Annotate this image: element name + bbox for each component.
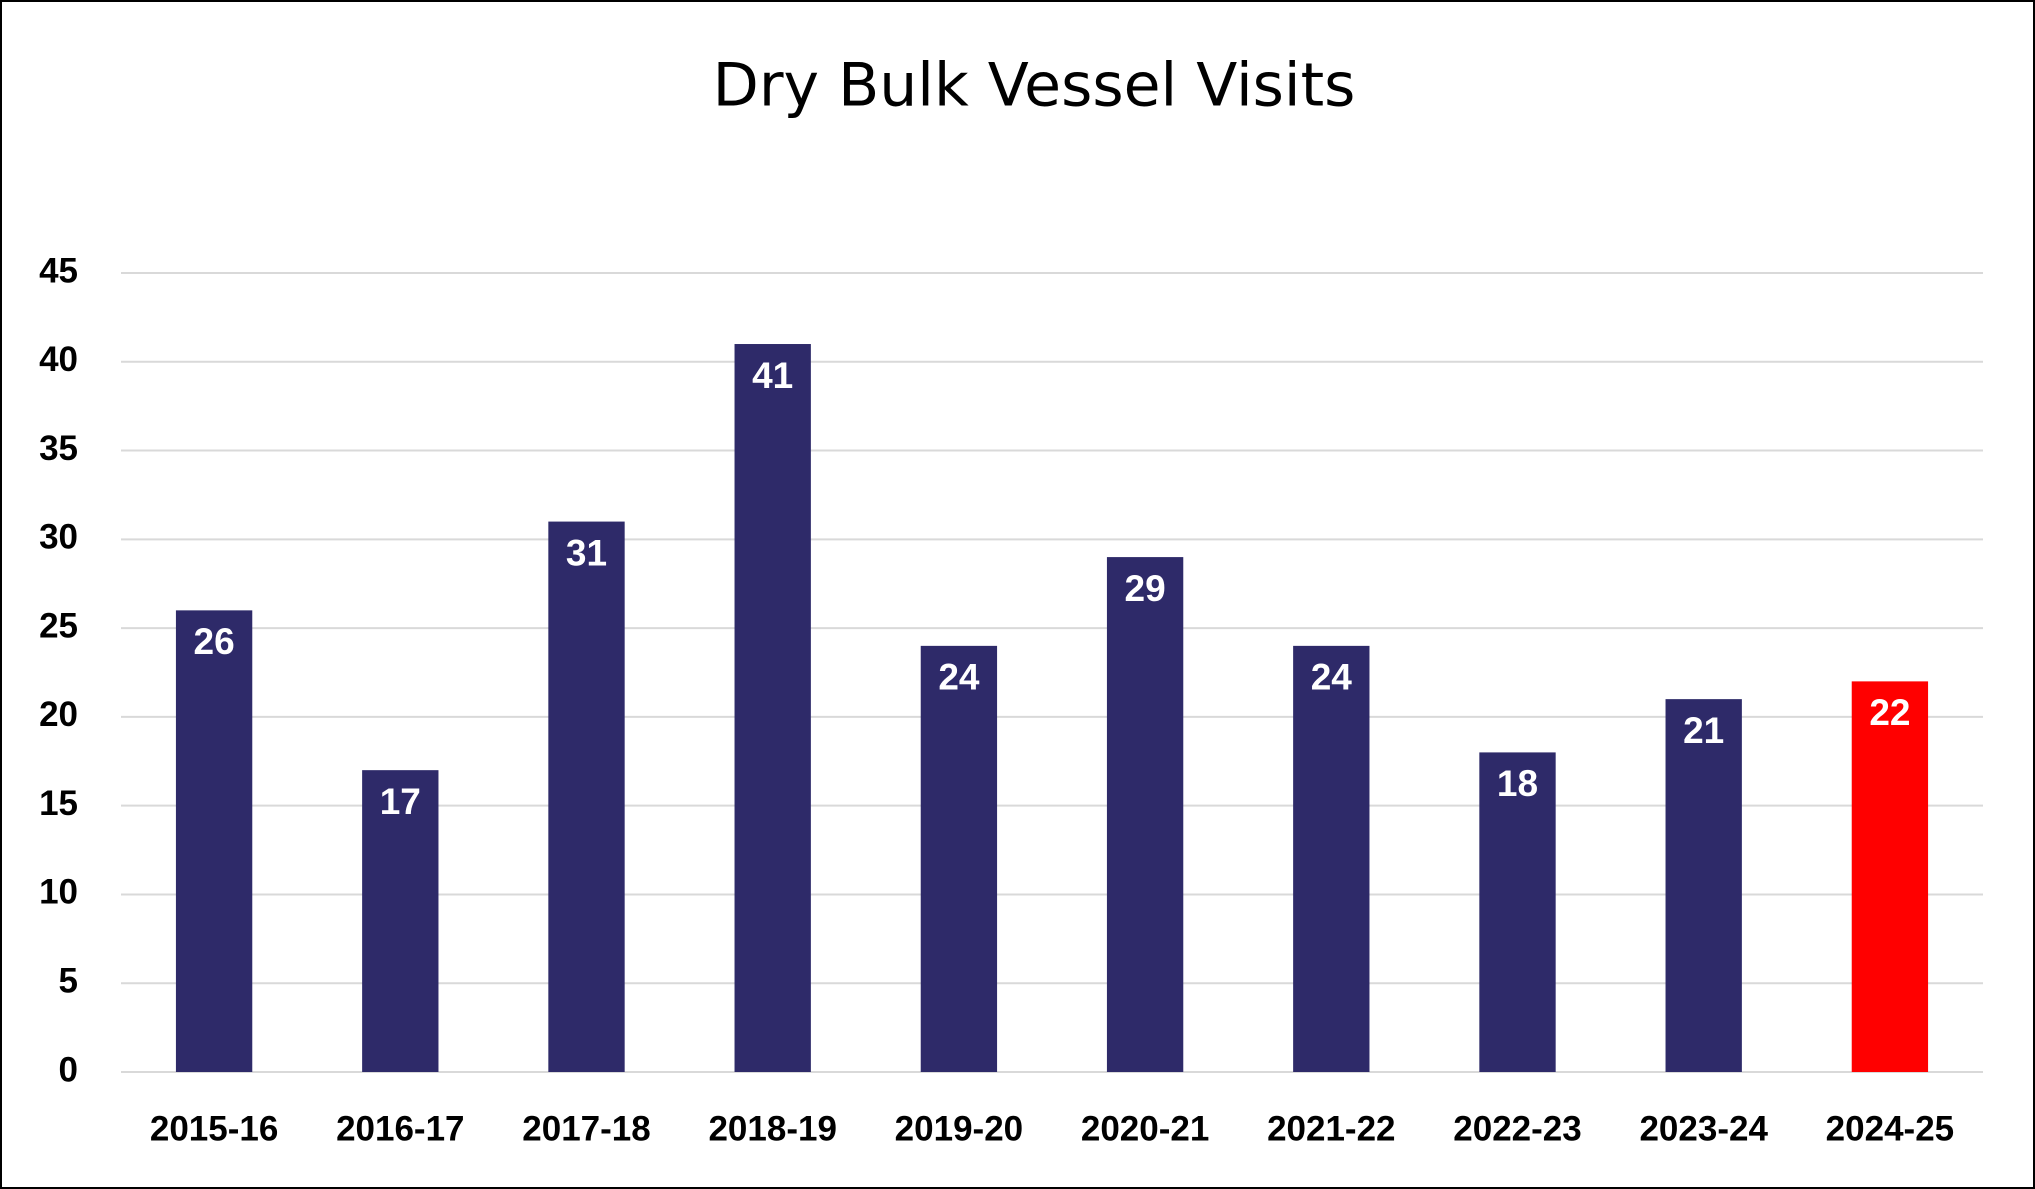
y-tick-label: 35	[39, 429, 78, 468]
bar	[920, 645, 998, 1072]
x-tick-label: 2019-20	[895, 1109, 1023, 1148]
bar	[1851, 681, 1929, 1072]
y-tick-label: 5	[59, 961, 78, 1000]
x-tick-label: 2017-18	[522, 1109, 650, 1148]
x-tick-label: 2018-19	[708, 1109, 836, 1148]
data-label: 21	[1683, 710, 1724, 751]
data-label: 31	[566, 532, 607, 573]
y-tick-label: 15	[39, 784, 78, 823]
bar	[175, 610, 253, 1072]
data-label: 29	[1125, 568, 1166, 609]
bar	[1293, 645, 1370, 1072]
x-tick-label: 2023-24	[1639, 1109, 1768, 1148]
x-tick-label: 2021-22	[1267, 1109, 1395, 1148]
data-label: 24	[1311, 657, 1353, 698]
x-tick-label: 2016-17	[336, 1109, 464, 1148]
y-tick-label: 30	[39, 518, 78, 557]
x-tick-label: 2022-23	[1453, 1109, 1581, 1148]
bar	[1479, 752, 1556, 1072]
bar	[548, 521, 625, 1072]
bar	[734, 344, 811, 1072]
y-tick-label: 0	[59, 1050, 78, 1089]
data-label: 17	[380, 781, 421, 822]
x-tick-label: 2020-21	[1081, 1109, 1209, 1148]
x-tick-label: 2024-25	[1826, 1109, 1954, 1148]
data-label: 22	[1869, 692, 1910, 733]
y-tick-label: 40	[39, 340, 78, 379]
y-tick-label: 10	[39, 873, 78, 912]
y-tick-label: 25	[39, 606, 78, 645]
data-label: 26	[194, 621, 235, 662]
x-tick-label: 2015-16	[150, 1109, 278, 1148]
chart-title: Dry Bulk Vessel Visits	[713, 51, 1356, 121]
y-tick-label: 45	[39, 251, 78, 290]
y-tick-label: 20	[39, 695, 78, 734]
bar	[362, 770, 439, 1072]
bar	[1665, 699, 1742, 1072]
data-label: 24	[938, 657, 980, 698]
data-label: 18	[1497, 763, 1538, 804]
data-label: 41	[752, 355, 793, 396]
bar	[1106, 557, 1184, 1072]
